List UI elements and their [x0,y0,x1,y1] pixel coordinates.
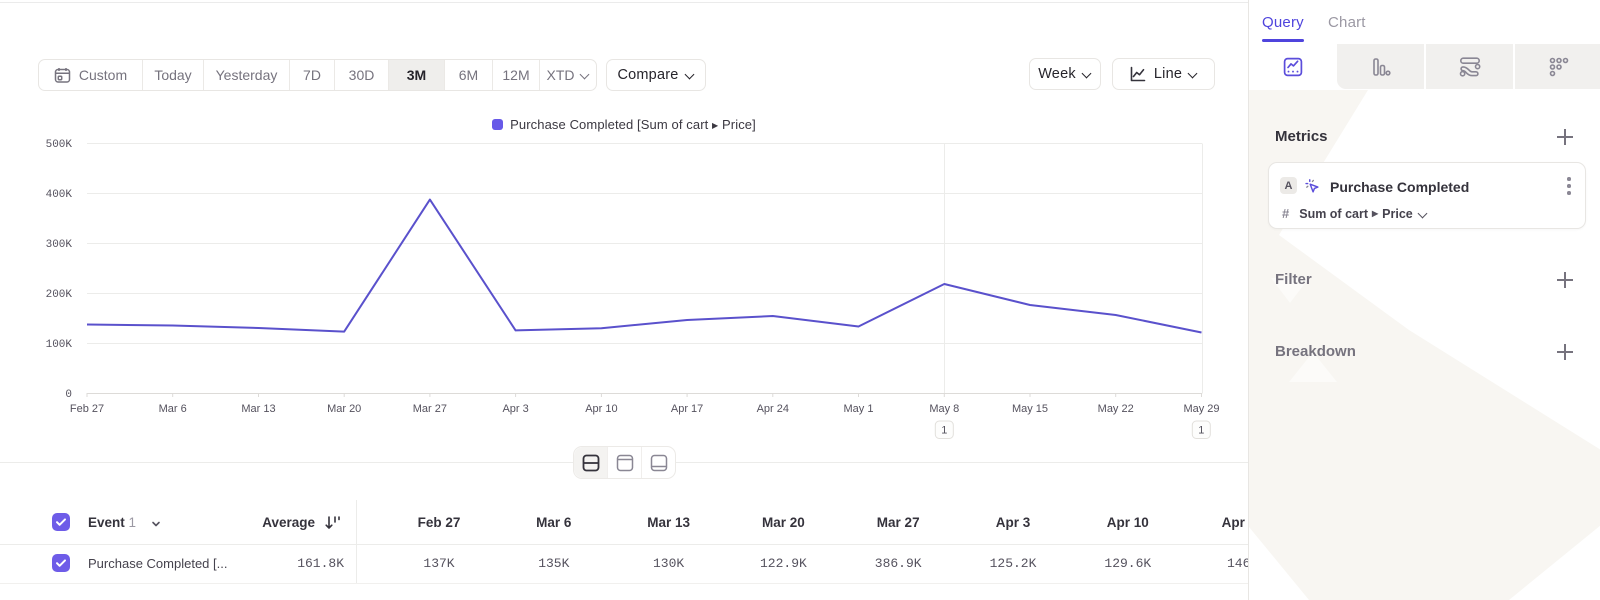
svg-text:May 22: May 22 [1098,403,1134,415]
svg-text:Apr 3: Apr 3 [502,403,528,415]
svg-text:200K: 200K [46,289,73,301]
svg-text:Feb 27: Feb 27 [70,403,104,415]
svg-text:May 15: May 15 [1012,403,1048,415]
svg-text:Apr 24: Apr 24 [757,403,789,415]
svg-text:0: 0 [65,389,72,401]
svg-text:400K: 400K [46,189,73,201]
svg-text:1: 1 [1198,425,1204,437]
svg-text:Apr 17: Apr 17 [671,403,703,415]
svg-text:300K: 300K [46,239,73,251]
svg-text:100K: 100K [46,339,73,351]
svg-text:Apr 10: Apr 10 [585,403,617,415]
svg-text:Mar 27: Mar 27 [413,403,447,415]
svg-text:May 1: May 1 [844,403,874,415]
svg-text:May 29: May 29 [1183,403,1219,415]
svg-text:500K: 500K [46,139,73,151]
svg-text:Mar 20: Mar 20 [327,403,361,415]
svg-text:Mar 13: Mar 13 [241,403,275,415]
svg-text:Mar 6: Mar 6 [159,403,187,415]
svg-text:May 8: May 8 [929,403,959,415]
svg-text:1: 1 [941,425,947,437]
